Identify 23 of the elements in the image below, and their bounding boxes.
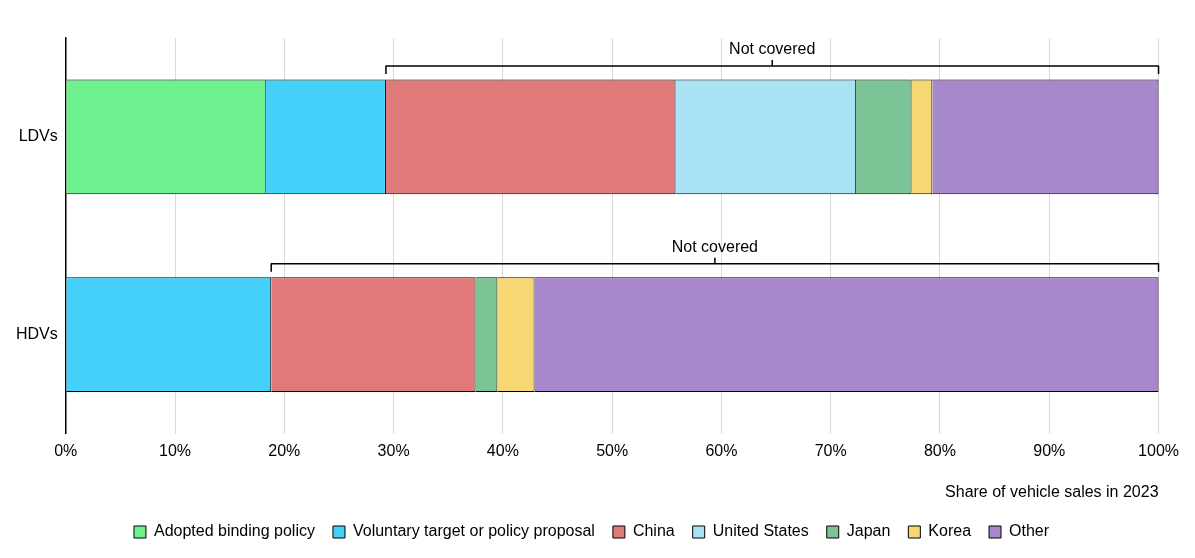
x-tick-label: 50% (596, 441, 629, 459)
y-tick-label: HDVs (16, 325, 58, 343)
x-tick-label: 40% (486, 441, 519, 459)
legend-label: Korea (928, 522, 972, 540)
x-tick-label: 80% (923, 441, 956, 459)
x-tick-label: 60% (705, 441, 738, 459)
x-axis-title: Share of vehicle sales in 2023 (945, 482, 1159, 500)
legend-label: United States (712, 522, 809, 540)
x-tick-label: 10% (159, 441, 192, 459)
annotation: Not covered (729, 40, 816, 58)
x-tick-label: 20% (268, 441, 301, 459)
legend-label: Japan (846, 522, 891, 540)
x-tick-label: 0% (54, 441, 78, 459)
x-tick-label: 30% (377, 441, 410, 459)
y-tick-label: LDVs (18, 127, 58, 145)
legend-label: Voluntary target or policy proposal (352, 522, 595, 540)
legend-label: Other (1009, 522, 1050, 540)
x-tick-label: 70% (814, 441, 847, 459)
annotation: Not covered (671, 238, 759, 256)
legend-label: Adopted binding policy (153, 522, 315, 540)
x-tick-label: 100% (1138, 441, 1179, 459)
legend-label: China (632, 522, 675, 540)
x-tick-label: 90% (1033, 441, 1066, 459)
